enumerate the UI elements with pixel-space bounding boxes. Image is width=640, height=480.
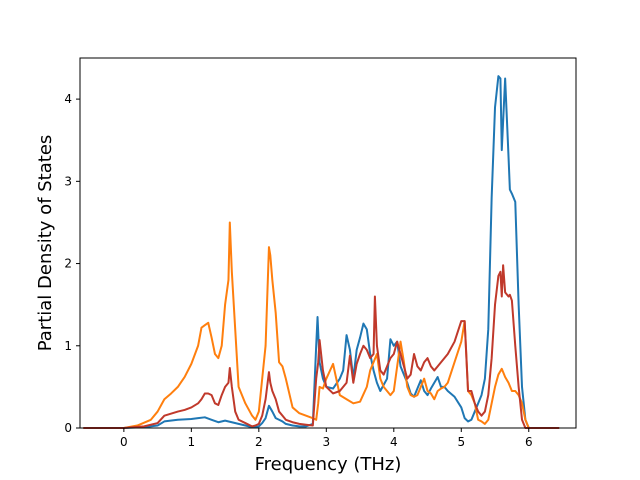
plot-frame (79, 57, 577, 429)
x-tick-label: 1 (188, 435, 196, 449)
x-tick-label: 4 (390, 435, 398, 449)
y-axis-label: Partial Density of States (35, 135, 56, 352)
ticks-layer: 0 1 2 3 4 5 6 0 1 2 3 4 (64, 92, 532, 449)
series-layer (83, 75, 560, 429)
series-line-3 (83, 264, 560, 429)
series-line-1 (83, 75, 560, 429)
x-axis-label: Frequency (THz) (255, 454, 402, 475)
x-tick-label: 5 (457, 435, 465, 449)
x-tick-label: 3 (322, 435, 330, 449)
y-tick-label: 1 (64, 339, 72, 353)
series-line-2 (83, 221, 560, 429)
y-tick-label: 3 (64, 174, 72, 188)
x-tick-label: 2 (255, 435, 263, 449)
x-tick-label: 0 (120, 435, 128, 449)
x-tick-label: 6 (525, 435, 533, 449)
y-tick-label: 2 (64, 257, 72, 271)
y-tick-label: 0 (64, 421, 72, 435)
y-tick-label: 4 (64, 92, 72, 106)
